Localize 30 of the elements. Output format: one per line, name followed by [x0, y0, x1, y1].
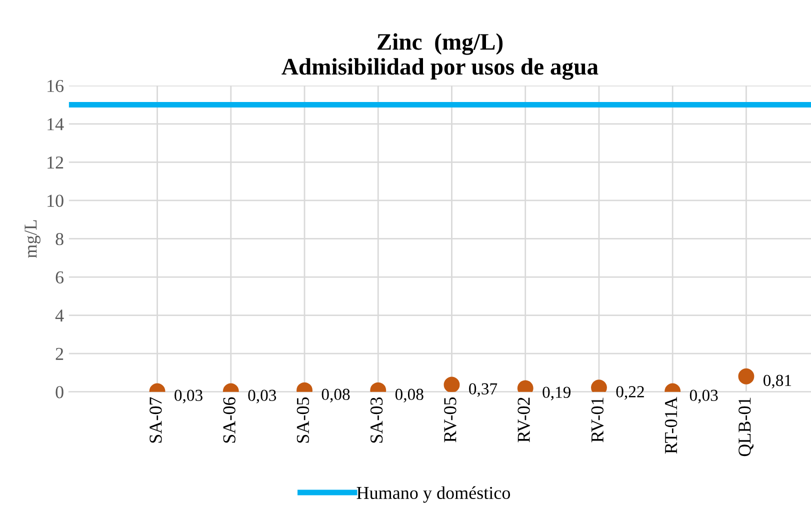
- data-label: 0,22: [616, 386, 644, 400]
- y-axis-title: mg/L: [24, 220, 40, 258]
- y-tick-label: 4: [55, 310, 64, 322]
- data-label: 0,08: [322, 388, 350, 402]
- x-tick-label: SA-03: [370, 397, 383, 443]
- x-tick-label: RV-02: [518, 398, 530, 442]
- data-label: 0,03: [248, 390, 276, 404]
- y-tick-label: 8: [56, 232, 64, 246]
- x-tick-label: QLB-01: [738, 398, 754, 456]
- data-label: 0,37: [469, 383, 498, 397]
- y-tick-label: 16: [48, 80, 64, 92]
- x-tick-label: SA-06: [223, 397, 236, 443]
- data-label: 0,08: [395, 388, 424, 402]
- chart-title: Zinc (mg/L) Admisibilidad por usos de agua: [282, 33, 598, 80]
- y-tick-label: 12: [48, 156, 64, 168]
- data-label: 0,19: [542, 386, 571, 400]
- y-tick-label: 0: [56, 386, 64, 398]
- data-label: 0,81: [764, 374, 792, 388]
- x-tick-label: RV-05: [444, 397, 456, 442]
- x-tick-label: SA-05: [296, 397, 310, 443]
- data-label: 0,03: [174, 390, 202, 404]
- legend-label: Humano y doméstico: [356, 486, 510, 503]
- y-tick-label: 10: [48, 194, 64, 207]
- x-tick-label: RV-01: [591, 398, 604, 442]
- data-label: 0,03: [690, 390, 718, 404]
- y-tick-label: 14: [48, 118, 64, 130]
- y-tick-label: 6: [56, 271, 64, 284]
- x-tick-label: RT-01A: [664, 396, 678, 454]
- y-tick-label: 2: [56, 348, 64, 360]
- x-tick-label: SA-07: [150, 397, 162, 443]
